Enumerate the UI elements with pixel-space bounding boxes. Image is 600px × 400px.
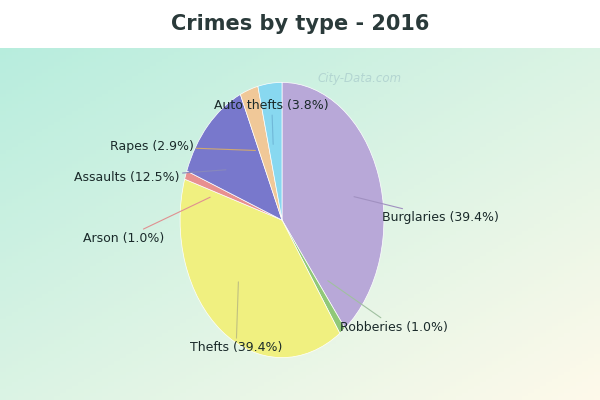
Text: Crimes by type - 2016: Crimes by type - 2016: [171, 14, 429, 34]
Wedge shape: [282, 220, 345, 333]
Text: Robberies (1.0%): Robberies (1.0%): [328, 281, 448, 334]
Text: Arson (1.0%): Arson (1.0%): [83, 197, 210, 245]
Text: Rapes (2.9%): Rapes (2.9%): [110, 140, 256, 153]
Wedge shape: [187, 94, 282, 220]
Text: Auto thefts (3.8%): Auto thefts (3.8%): [214, 99, 329, 144]
Wedge shape: [282, 82, 384, 328]
Wedge shape: [258, 82, 282, 220]
Text: City-Data.com: City-Data.com: [317, 72, 402, 85]
Text: Thefts (39.4%): Thefts (39.4%): [190, 282, 283, 354]
Text: Burglaries (39.4%): Burglaries (39.4%): [354, 197, 499, 224]
Wedge shape: [180, 179, 340, 358]
Wedge shape: [185, 171, 282, 220]
Text: Assaults (12.5%): Assaults (12.5%): [74, 170, 226, 184]
Wedge shape: [241, 86, 282, 220]
